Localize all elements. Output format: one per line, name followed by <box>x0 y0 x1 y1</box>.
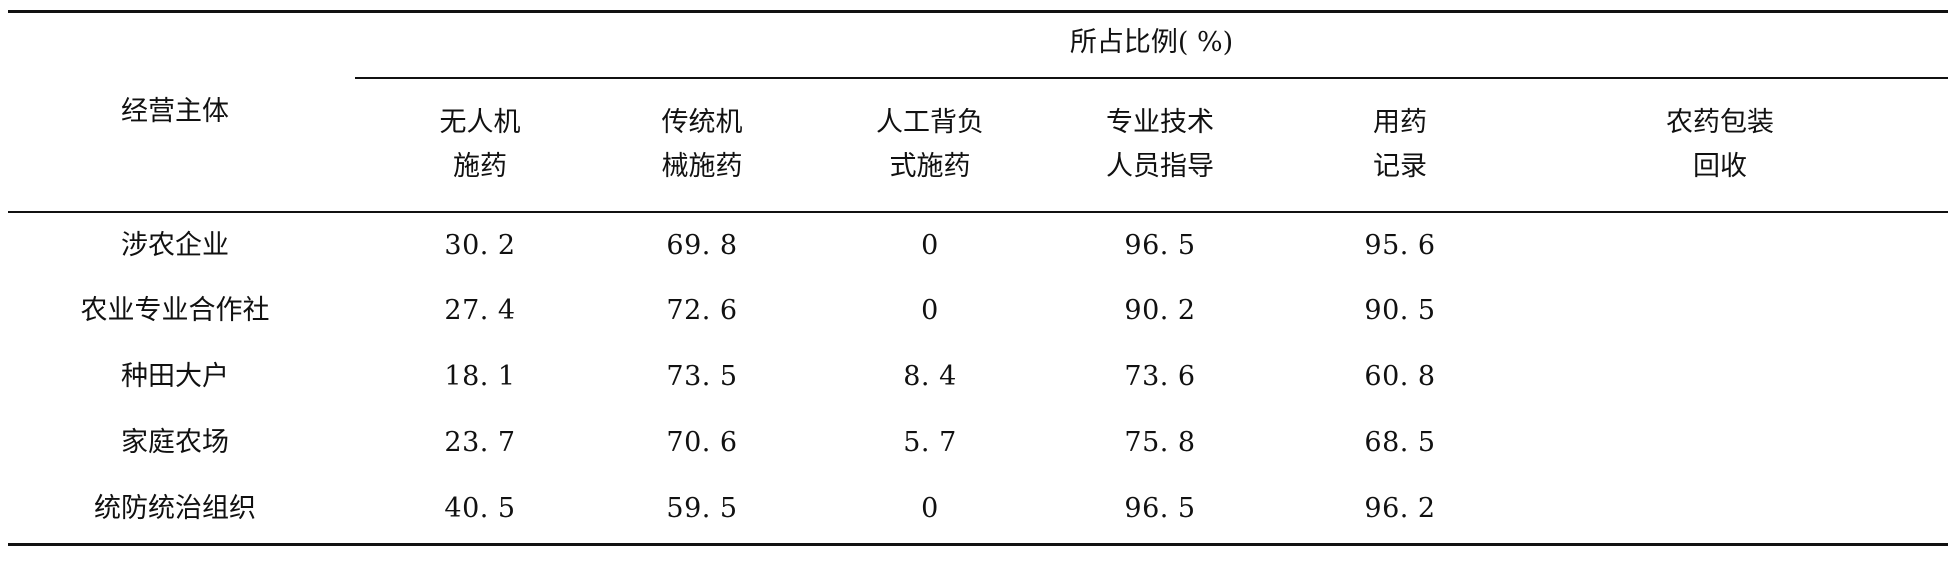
table-cell: 73. 5 <box>666 361 738 392</box>
column-header-line: 无人机 <box>439 107 521 138</box>
table-top-rule <box>8 10 1948 13</box>
table-cell: 18. 1 <box>444 361 516 392</box>
column-header: 农药包装 回收 <box>1610 101 1830 189</box>
entity-header: 经营主体 <box>121 96 229 127</box>
table-cell: 59. 5 <box>666 493 738 524</box>
row-label: 涉农企业 <box>121 230 229 261</box>
table-cell: 40. 5 <box>444 493 516 524</box>
column-header: 用药 记录 <box>1310 101 1490 189</box>
table-cell: 5. 7 <box>903 427 957 458</box>
column-header-line: 回收 <box>1693 151 1747 182</box>
column-header-line: 传统机 <box>661 107 743 138</box>
table-cell: 96. 5 <box>1124 230 1196 261</box>
table-cell: 96. 2 <box>1364 493 1436 524</box>
table-cell: 75. 8 <box>1124 427 1196 458</box>
column-header-line: 记录 <box>1373 151 1427 182</box>
table-cell: 73. 6 <box>1124 361 1196 392</box>
table-cell: 0 <box>921 493 939 524</box>
column-header-line: 用药 <box>1373 107 1427 138</box>
group-header-rule <box>355 77 1948 79</box>
table-cell: 68. 5 <box>1364 427 1436 458</box>
column-header-line: 人工背负 <box>876 107 984 138</box>
table-cell: 72. 6 <box>666 295 738 326</box>
row-label: 种田大户 <box>121 361 229 392</box>
table-cell: 60. 8 <box>1364 361 1436 392</box>
column-header: 人工背负 式施药 <box>830 101 1030 189</box>
column-header-line: 专业技术 <box>1106 107 1214 138</box>
row-label: 家庭农场 <box>121 427 229 458</box>
table-cell: 23. 7 <box>444 427 516 458</box>
table-cell: 0 <box>921 230 939 261</box>
group-header: 所占比例( %) <box>1069 27 1234 58</box>
table-cell: 8. 4 <box>903 361 957 392</box>
column-header: 专业技术 人员指导 <box>1060 101 1260 189</box>
row-label: 统防统治组织 <box>94 493 256 524</box>
table-cell: 30. 2 <box>444 230 516 261</box>
column-header: 传统机 械施药 <box>612 101 792 189</box>
table-bottom-rule <box>8 543 1948 546</box>
table-cell: 0 <box>921 295 939 326</box>
column-header-line: 人员指导 <box>1106 151 1214 182</box>
column-header-line: 械施药 <box>661 151 743 182</box>
column-header: 无人机 施药 <box>390 101 570 189</box>
table-cell: 27. 4 <box>444 295 516 326</box>
table-cell: 96. 5 <box>1124 493 1196 524</box>
table-cell: 90. 2 <box>1124 295 1196 326</box>
table-cell: 90. 5 <box>1364 295 1436 326</box>
column-header-line: 式施药 <box>889 151 971 182</box>
column-header-line: 农药包装 <box>1666 107 1774 138</box>
column-header-line: 施药 <box>453 151 507 182</box>
table-cell: 69. 8 <box>666 230 738 261</box>
table-cell: 95. 6 <box>1364 230 1436 261</box>
table-cell: 70. 6 <box>666 427 738 458</box>
header-bottom-rule <box>8 211 1948 213</box>
row-label: 农业专业合作社 <box>80 295 270 326</box>
